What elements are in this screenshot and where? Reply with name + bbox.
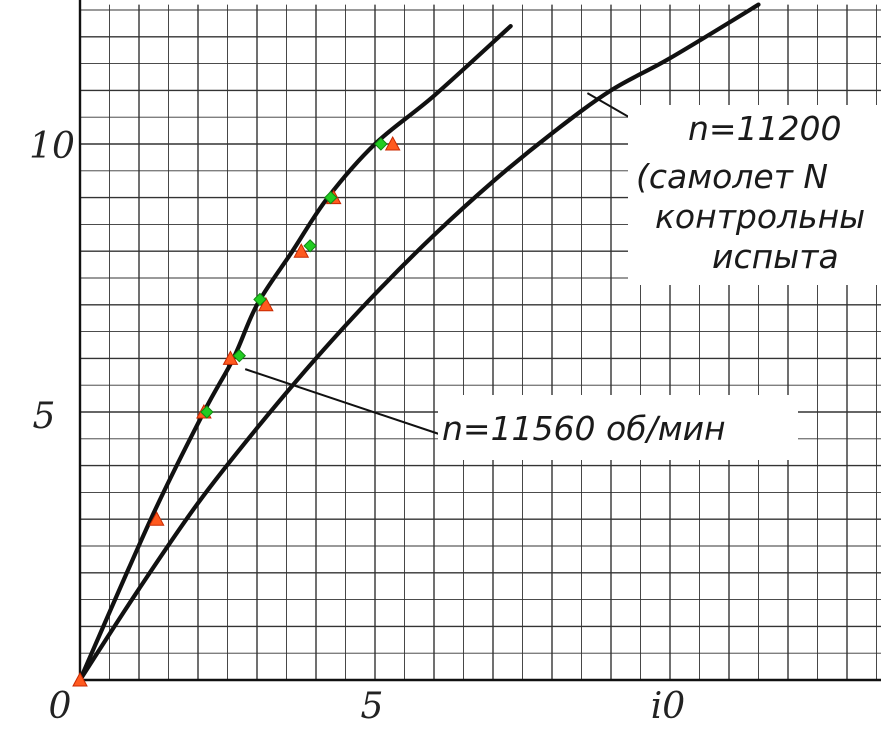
annotation-samolet: (самолет N: [636, 157, 828, 196]
annotation-background: [628, 105, 881, 285]
y-tick-label: 10: [29, 126, 75, 167]
marker-triangle: [222, 350, 239, 365]
annotations: n=11200 (самолет N контрольны испыта n=1…: [438, 105, 881, 460]
marker-diamond: [232, 349, 247, 363]
marker-diamond: [253, 292, 267, 307]
x-tick-label: 0: [49, 686, 72, 727]
marker-triangle: [293, 243, 310, 258]
leader-line: [244, 368, 443, 436]
annotation-kontrolny: контрольны: [655, 197, 865, 236]
series-line: [77, 2, 761, 683]
x-tick-label: i0: [651, 686, 685, 727]
annotation-background: [438, 395, 798, 460]
markers: [72, 135, 401, 687]
axes: [78, 0, 881, 682]
marker-diamond: [374, 137, 388, 151]
y-tick-label: 5: [33, 396, 56, 437]
marker-triangle: [384, 135, 401, 151]
marker-triangle: [258, 296, 274, 312]
tick-labels: 0 5 i0 10 5: [29, 126, 685, 727]
x-tick-label: 5: [361, 686, 384, 727]
marker-diamond: [324, 190, 338, 205]
annotation-ispyta: испыта: [712, 237, 839, 276]
marker-diamond: [200, 405, 214, 419]
annotation-n11200: n=11200: [688, 109, 842, 148]
marker-triangle: [148, 511, 165, 526]
curves: [77, 2, 761, 683]
marker-diamond: [303, 239, 317, 253]
annotation-n11560: n=11560 об/мин: [442, 409, 726, 448]
marker-triangle: [72, 671, 88, 687]
series-line: [77, 24, 513, 683]
